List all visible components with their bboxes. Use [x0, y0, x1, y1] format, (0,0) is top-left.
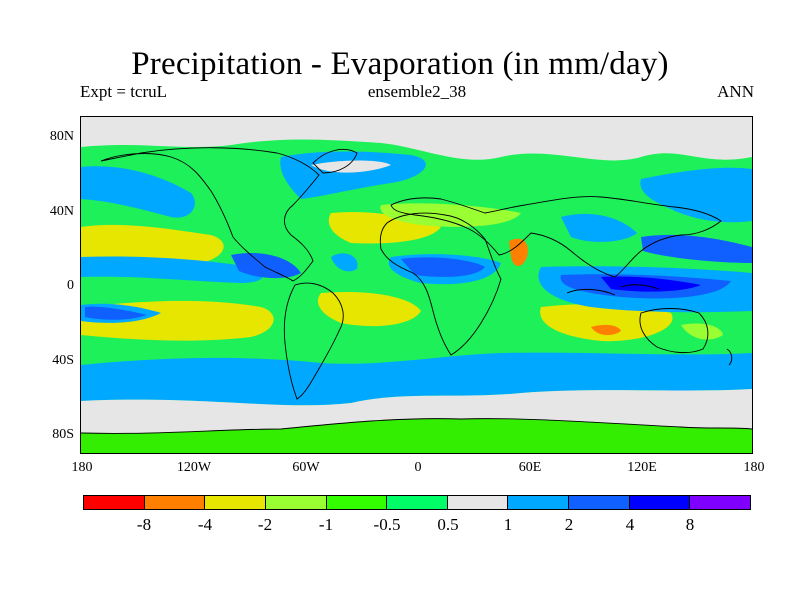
field-warmpool-deep [601, 276, 701, 292]
experiment-label: Expt = tcruL [80, 82, 168, 101]
lon-label-180w: 180 [71, 460, 93, 475]
colorbar [83, 495, 751, 510]
field-satl-yellow [317, 291, 421, 327]
colorbar-label: 1 [503, 515, 513, 534]
colorbar-swatch [205, 496, 266, 509]
field-antarctica-green [81, 418, 752, 453]
run-label: ensemble2_38 [367, 82, 467, 101]
coast-africa [379, 212, 502, 356]
field-amazon-blue [331, 253, 358, 272]
plot-title: Precipitation - Evaporation (in mm/day) [131, 46, 669, 82]
coast-eurasia [390, 196, 722, 278]
colorbar-swatch [387, 496, 448, 509]
colorbar-label: -2 [257, 515, 273, 534]
coast-indonesia [566, 284, 660, 296]
colorbar-swatch [265, 496, 327, 509]
field-itcz-pac [81, 256, 264, 283]
coast-south-america [283, 282, 344, 400]
colorbar-label: 8 [685, 515, 695, 534]
colorbar-swatch [326, 496, 388, 509]
field-sahara-yellowgreen [380, 203, 521, 227]
colorbar-label: 2 [564, 515, 574, 534]
lon-label-60e: 60E [518, 460, 542, 475]
colorbar-swatch [508, 496, 570, 509]
colorbar-label: 4 [625, 515, 635, 534]
lon-label-120e: 120E [627, 460, 657, 475]
field-arctic-gray [81, 117, 752, 161]
colorbar-swatch [447, 496, 509, 509]
lon-label-180e: 180 [743, 460, 765, 475]
map-panel [80, 116, 753, 454]
colorbar-swatch [569, 496, 630, 509]
field-npac-blue-east [640, 167, 752, 223]
colorbar-swatch [144, 496, 206, 509]
coastlines [81, 147, 752, 434]
field-spcz-dark [85, 306, 147, 320]
colorbar-swatch [690, 496, 751, 509]
coast-greenland [312, 149, 358, 174]
field-wpac-blue [641, 234, 752, 263]
coast-australia [639, 308, 709, 354]
field-npac-yellow [81, 224, 224, 265]
field-sind-yellow [540, 304, 673, 342]
colorbar-label: -1 [318, 515, 334, 534]
map-canvas [81, 117, 752, 453]
colorbar-swatch [629, 496, 691, 509]
lon-label-120w: 120W [176, 460, 212, 475]
colorbar-label: -0.5 [373, 515, 401, 534]
field-southern-ocean-blue [81, 352, 752, 406]
lon-label-60w: 60W [292, 460, 320, 475]
field-sind-orange [591, 324, 621, 336]
field-australia-yellowgreen [681, 323, 723, 340]
field-npac-blue-west [81, 166, 195, 218]
colorbar-label: -8 [136, 515, 152, 534]
lat-label-80s: 80S [52, 427, 74, 442]
period-label: ANN [717, 82, 754, 101]
lon-label-0: 0 [414, 460, 422, 475]
colorbar-label: -4 [197, 515, 213, 534]
colorbar-label: 0.5 [437, 515, 459, 534]
lat-label-0: 0 [67, 278, 74, 293]
field-natl-gray [311, 160, 391, 173]
field-siberia-gray [411, 134, 511, 156]
lat-label-80n: 80N [49, 129, 74, 144]
lat-label-40s: 40S [52, 353, 74, 368]
field-africa-dark [401, 257, 485, 277]
coast-north-america [100, 147, 320, 282]
coast-antarctica [81, 418, 752, 434]
field-epac-blue [231, 253, 301, 279]
coast-new-zealand [726, 348, 733, 366]
field-eastasia-blue [561, 213, 637, 242]
colorbar-swatch [84, 496, 145, 509]
field-natl-blue [280, 151, 426, 199]
field-arabia-orange [509, 238, 528, 267]
lat-label-40n: 40N [49, 204, 74, 219]
